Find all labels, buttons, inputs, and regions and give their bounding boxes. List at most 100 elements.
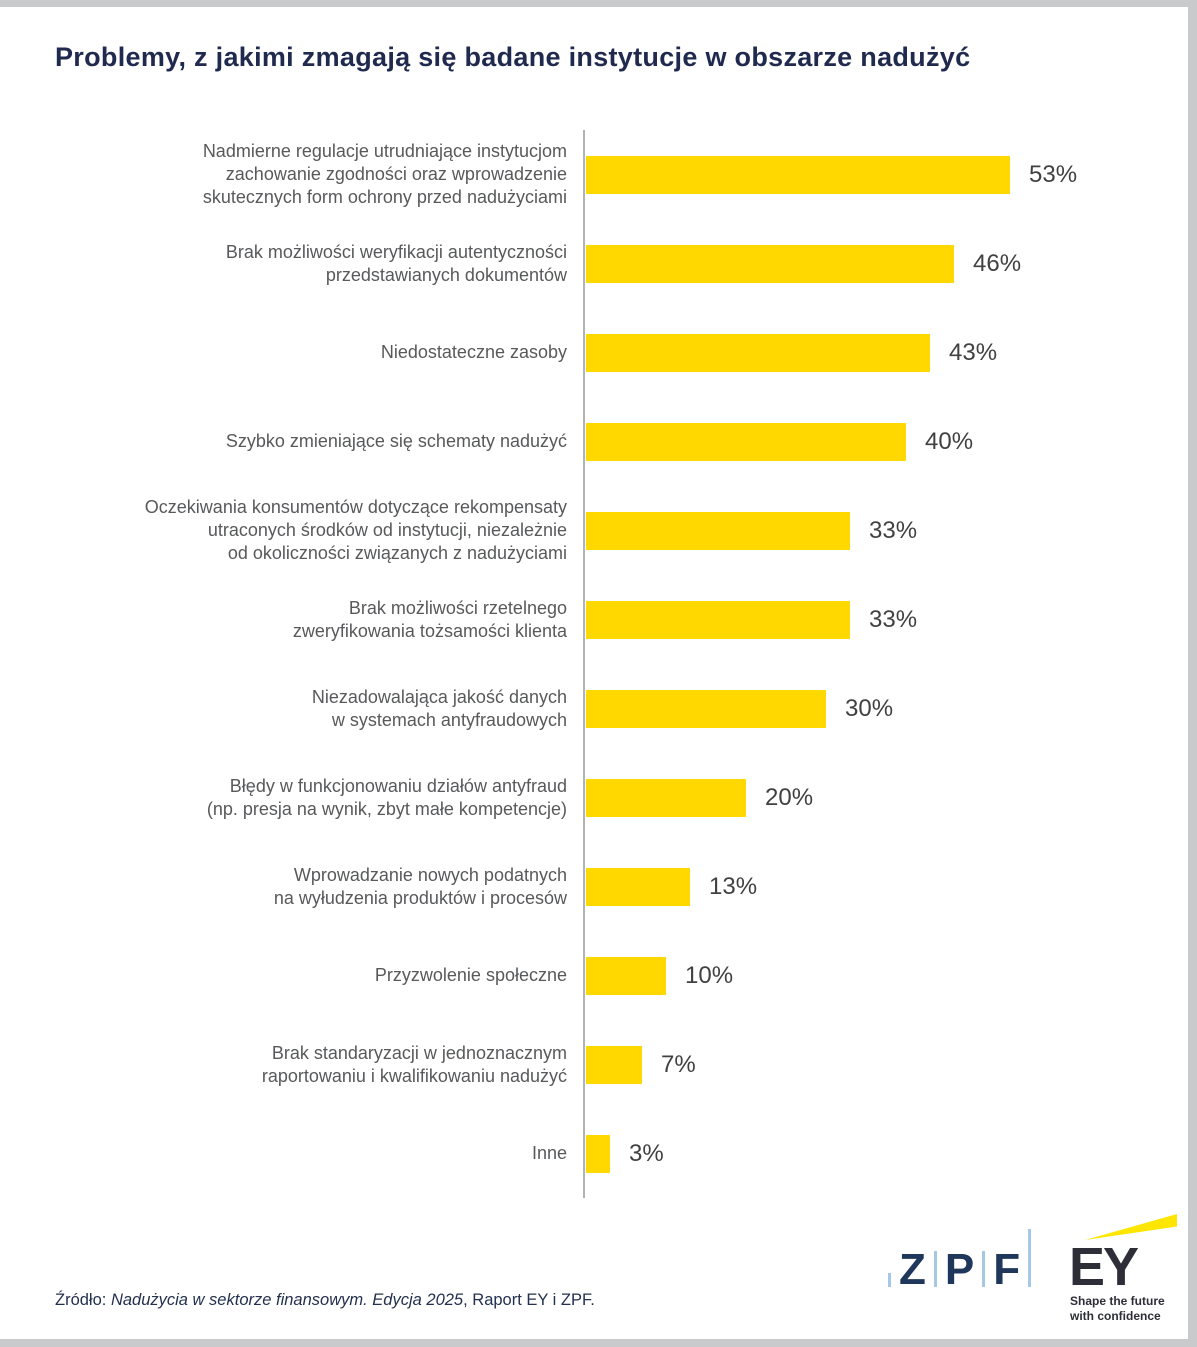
category-label-line: zachowanie zgodności oraz wprowadzenie [225,164,567,184]
value-label: 46% [973,249,1022,277]
category-label-line: skutecznych form ochrony przed nadużycia… [202,187,567,207]
value-label: 13% [709,872,758,900]
bar [586,867,690,906]
source-note: Źródło: Nadużycia w sektorze finansowym.… [55,1291,595,1310]
chart-row: Przyzwolenie społeczne 10% [57,931,1157,1020]
chart-row: Niezadowalająca jakość danych w systemach… [57,664,1157,753]
zpf-logo: Z P F [888,1229,1032,1294]
value-label: 53% [1029,160,1078,188]
category-label: Brak możliwości weryfikacji autentycznoś… [57,241,583,287]
category-label-line: Inne [531,1143,567,1163]
chart-row: Nadmierne regulacje utrudniające instytu… [57,130,1157,219]
zpf-letter-f: F [993,1244,1021,1294]
category-label-line: na wyłudzenia produktów i procesów [273,887,567,908]
bar [586,333,930,372]
ey-wordmark: EY [1069,1237,1139,1297]
category-label: Inne [57,1142,583,1165]
category-label-line: utraconych środków od instytucji, niezal… [207,520,567,540]
frame-bottom [0,1339,1197,1347]
zpf-divider-tall [1028,1229,1032,1287]
chart-row: Szybko zmieniające się schematy nadużyć 4… [57,397,1157,486]
category-label-line: Przyzwolenie społeczne [374,965,567,985]
value-label: 43% [949,338,998,366]
chart-row: Brak standaryzacji w jednoznacznym raport… [57,1020,1157,1109]
source-report-title: Nadużycia w sektorze finansowym. Edycja … [110,1291,464,1309]
chart-row: Oczekiwania konsumentów dotyczące rekomp… [57,486,1157,575]
category-label-line: Błędy w funkcjonowaniu działów antyfraud [229,775,567,796]
ey-tagline-line2: with confidence [1070,1309,1161,1323]
category-label-line: Oczekiwania konsumentów dotyczące rekomp… [144,497,567,517]
bar [586,600,850,639]
value-label: 30% [845,694,894,722]
page-title: Problemy, z jakimi zmagają się badane in… [55,42,971,72]
category-label: Brak standaryzacji w jednoznacznym raport… [57,1042,583,1088]
category-label: Nadmierne regulacje utrudniające instytu… [57,140,583,209]
category-label-line: Wprowadzanie nowych podatnych [293,864,567,885]
bar-area: 3% [583,1109,1157,1198]
category-label: Wprowadzanie nowych podatnych na wyłudzen… [57,864,583,910]
bar-area: 30% [583,664,1157,753]
category-label: Niezadowalająca jakość danych w systemach… [57,686,583,732]
bar-area: 13% [583,842,1157,931]
chart-row: Brak możliwości weryfikacji autentycznoś… [57,219,1157,308]
category-label-line: zweryfikowania tożsamości klienta [292,620,567,641]
chart-row: Brak możliwości rzetelnego zweryfikowania… [57,575,1157,664]
value-label: 33% [869,605,918,633]
source-prefix: Źródło: [55,1291,111,1309]
category-label: Oczekiwania konsumentów dotyczące rekomp… [57,496,583,565]
frame-top [0,0,1197,7]
value-label: 20% [765,783,814,811]
ey-tagline-line1: Shape the future [1070,1294,1165,1308]
bar-area: 53% [583,130,1157,219]
chart-row: Błędy w funkcjonowaniu działów antyfraud… [57,753,1157,842]
bar [586,244,954,283]
bar [586,689,826,728]
bar [586,778,746,817]
bar-area: 43% [583,308,1157,397]
zpf-letter-p: P [944,1244,975,1294]
bar-area: 10% [583,931,1157,1020]
category-label: Niedostateczne zasoby [57,341,583,364]
ey-logo: EY Shape the future with confidence [1063,1214,1185,1323]
bar-area: 33% [583,575,1157,664]
bar [586,155,1010,194]
chart-row: Wprowadzanie nowych podatnych na wyłudzen… [57,842,1157,931]
category-label-line: od okoliczności związanych z nadużyciami [227,543,567,563]
value-label: 7% [661,1050,696,1078]
value-label: 40% [925,427,974,455]
category-label-line: Brak możliwości weryfikacji autentycznoś… [225,241,567,262]
bar-area: 20% [583,753,1157,842]
bar [586,1045,642,1084]
category-label-line: Nadmierne regulacje utrudniające instytu… [202,141,567,161]
category-label-line: Brak możliwości rzetelnego [348,597,567,618]
bar-area: 40% [583,397,1157,486]
category-label-line: Brak standaryzacji w jednoznacznym [271,1042,567,1063]
value-label: 33% [869,516,918,544]
category-label-line: przedstawianych dokumentów [325,264,567,285]
category-label: Brak możliwości rzetelnego zweryfikowania… [57,597,583,643]
category-label-line: raportowaniu i kwalifikowaniu nadużyć [261,1065,567,1086]
value-label: 3% [629,1139,664,1167]
category-label-line: (np. presja na wynik, zbyt małe kompeten… [206,798,567,819]
zpf-letter-z: Z [899,1244,926,1294]
bar-area: 33% [583,486,1157,575]
bar [586,1134,610,1173]
bar [586,422,906,461]
category-label: Przyzwolenie społeczne [57,964,583,987]
chart-row: Niedostateczne zasoby 43% [57,308,1157,397]
horizontal-bar-chart: Nadmierne regulacje utrudniające instytu… [57,130,1157,1198]
source-suffix: , Raport EY i ZPF. [463,1291,595,1309]
bar-area: 46% [583,219,1157,308]
category-label: Szybko zmieniające się schematy nadużyć [57,430,583,453]
category-label-line: w systemach antyfraudowych [331,709,567,730]
bar [586,956,666,995]
category-label-line: Niedostateczne zasoby [380,342,567,362]
ey-tagline: Shape the future with confidence [1070,1294,1165,1324]
frame-right [1188,0,1197,1347]
zpf-tick-mark [888,1273,891,1287]
bar-area: 7% [583,1020,1157,1109]
zpf-divider [982,1251,986,1287]
bar [586,511,850,550]
category-label-line: Niezadowalająca jakość danych [311,686,567,707]
